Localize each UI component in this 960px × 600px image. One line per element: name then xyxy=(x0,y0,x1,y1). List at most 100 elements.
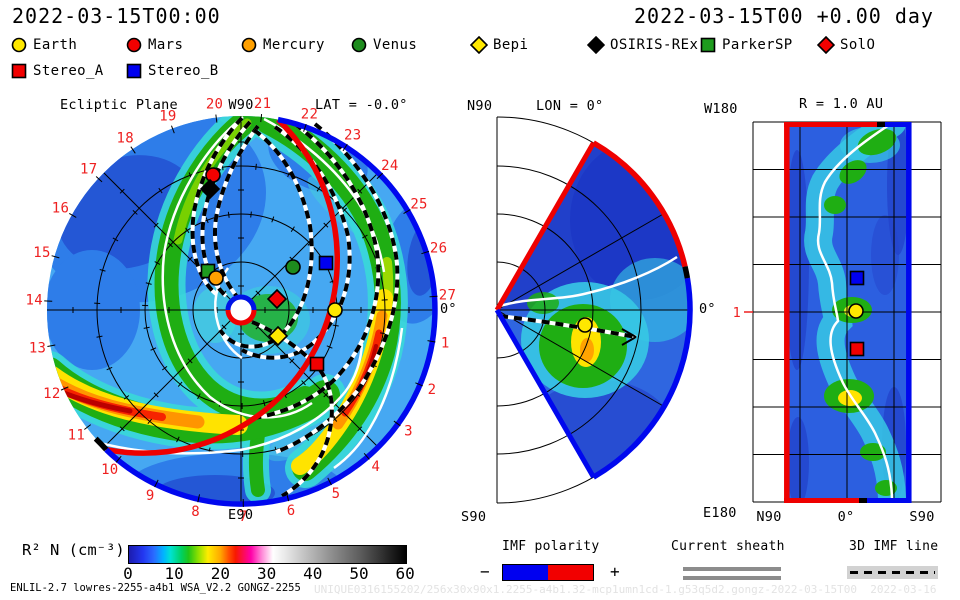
marker-Earth xyxy=(327,302,343,318)
ring-number: 1 xyxy=(441,336,450,352)
meridional-panel: N90 LON = 0° S90 0° xyxy=(461,98,716,525)
watermark: UNIQUE0316155202/256x30x90x1.2255-a4b1.3… xyxy=(314,583,937,596)
legend-item-Bepi: Bepi xyxy=(470,36,528,54)
wedge-edge-red xyxy=(494,141,596,312)
square-marker-icon xyxy=(11,63,27,79)
ring-number: 2 xyxy=(428,382,437,398)
ring-number: 3 xyxy=(404,424,413,440)
ring-number: 13 xyxy=(29,340,46,356)
colorbar xyxy=(128,545,407,564)
legend-item-Mars: Mars xyxy=(125,36,183,54)
current-sheath-label: Current sheath xyxy=(671,539,785,554)
colorbar-tick: 60 xyxy=(395,564,415,583)
ring-number: 15 xyxy=(33,245,50,261)
ring-number: 25 xyxy=(410,196,427,212)
legend-label: Stereo_A xyxy=(33,63,104,79)
ring-number: 5 xyxy=(332,486,341,502)
legend-label: Mars xyxy=(148,37,184,53)
ring-number: 12 xyxy=(43,386,60,402)
radial-slice-rims xyxy=(784,122,912,503)
ring-number: 21 xyxy=(254,96,271,112)
marker-Bepi xyxy=(267,325,289,347)
timestamp-right: 2022-03-15T00 +0.00 day xyxy=(634,4,934,28)
marker-SolO xyxy=(266,288,288,310)
meridional-markers xyxy=(577,317,593,333)
imf-plus-sign: + xyxy=(610,562,620,581)
legend-item-Stereo_A: Stereo_A xyxy=(10,62,104,80)
marker-Stereo_B xyxy=(849,270,865,286)
legend-item-ParkerSP: ParkerSP xyxy=(699,36,793,54)
circle-marker-icon xyxy=(11,37,27,53)
radial-slice-markers xyxy=(848,270,865,357)
colorbar-tick: 0 xyxy=(123,564,133,583)
ecliptic-rim-blue xyxy=(104,116,438,507)
ring-number: 10 xyxy=(101,462,118,478)
current-sheet-line xyxy=(499,255,678,308)
colorbar-tick: 50 xyxy=(349,564,369,583)
marker-Stereo_A xyxy=(849,341,865,357)
legend-label: Stereo_B xyxy=(148,63,219,79)
y-tick-1: 1 xyxy=(733,305,741,321)
marker-Mercury xyxy=(208,270,224,286)
meridional-top-label: N90 xyxy=(467,98,492,114)
colorbar-tick: 10 xyxy=(164,564,184,583)
ring-number: 17 xyxy=(80,162,97,178)
ring-number: 16 xyxy=(52,201,69,217)
meridional-bottom-label: S90 xyxy=(461,509,486,525)
sun-icon xyxy=(225,294,257,326)
ecliptic-right-label: 0° xyxy=(440,301,457,317)
radial-slice-grid xyxy=(752,121,942,503)
legend-item-Mercury: Mercury xyxy=(240,36,325,54)
marker-Mars xyxy=(205,167,221,183)
ring-number: 22 xyxy=(301,107,318,123)
colorbar-tick: 40 xyxy=(303,564,323,583)
wedge-edge-blue xyxy=(494,308,596,479)
ring-number: 4 xyxy=(372,459,381,475)
imf-positive-swatch xyxy=(548,565,593,580)
ecliptic-markers xyxy=(199,167,343,372)
marker-Earth xyxy=(848,303,864,319)
ring-number: 6 xyxy=(287,503,296,519)
legend-label: SolO xyxy=(840,37,876,53)
ring-number: 26 xyxy=(430,240,447,256)
meridional-right-label: 0° xyxy=(699,301,716,317)
legend-item-Stereo_B: Stereo_B xyxy=(125,62,219,80)
imf-polarity-label: IMF polarity xyxy=(502,539,600,554)
ecliptic-title: Ecliptic Plane xyxy=(60,97,178,113)
ring-number: 27 xyxy=(439,288,456,304)
radial-title: R = 1.0 AU xyxy=(799,96,883,112)
marker-Stereo_B xyxy=(318,255,334,271)
ring-number: 18 xyxy=(117,130,134,146)
x-tick-n90: N90 xyxy=(756,509,781,525)
imf-minus-sign: − xyxy=(480,562,490,581)
legend-item-OSIRIS-REx: OSIRIS-REx xyxy=(587,36,698,54)
diamond-marker-icon xyxy=(817,36,835,54)
imf-line-label: 3D IMF line xyxy=(849,539,939,554)
legend-label: Earth xyxy=(33,37,78,53)
legend-label: ParkerSP xyxy=(722,37,793,53)
marker-Earth xyxy=(577,317,593,333)
meridional-title: LON = 0° xyxy=(536,98,603,114)
circle-marker-icon xyxy=(351,37,367,53)
marker-OSIRIS-REx xyxy=(199,178,221,200)
ecliptic-rim-black-seg xyxy=(93,436,109,452)
imf-line-dash xyxy=(850,571,935,574)
ring-number: 11 xyxy=(68,428,85,444)
radial-top-left-label: W180 xyxy=(704,101,738,117)
radial-slice-panel: W180 R = 1.0 AU E180 N90 0° S90 1 xyxy=(703,96,942,525)
legend-label: Bepi xyxy=(493,37,529,53)
timestamp-left: 2022-03-15T00:00 xyxy=(12,4,221,28)
colorbar-tick: 30 xyxy=(256,564,277,583)
legend-item-Earth: Earth xyxy=(10,36,77,54)
colorbar-tick: 20 xyxy=(210,564,231,583)
diamond-marker-icon xyxy=(470,36,488,54)
current-sheath-swatch xyxy=(683,567,781,571)
ecliptic-rim-red xyxy=(105,117,340,456)
legend-label: Mercury xyxy=(263,37,325,53)
ecliptic-lat-label: LAT = -0.0° xyxy=(315,97,408,113)
imf-line-swatch xyxy=(847,566,938,579)
wedge-rim-red xyxy=(592,140,688,268)
circle-marker-icon xyxy=(241,37,257,53)
